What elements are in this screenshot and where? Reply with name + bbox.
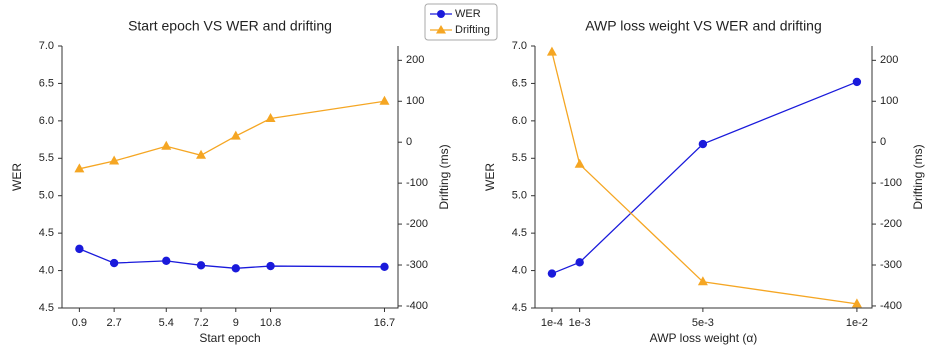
y-tick-label: 5.0: [39, 190, 54, 202]
y2-tick-label: -300: [880, 259, 902, 271]
y-tick-label: 7.0: [512, 40, 527, 52]
x-tick-label: 5e-3: [692, 317, 714, 329]
drift-marker: [196, 149, 207, 159]
drift-marker: [230, 130, 241, 140]
legend: WER Drifting: [424, 3, 498, 41]
x-tick-label: 5.4: [159, 317, 174, 329]
y-tick-label: 4.5: [39, 227, 54, 239]
x-tick-label: 10.8: [260, 317, 281, 329]
chart-title: Start epoch VS WER and drifting: [128, 18, 332, 34]
y-axis-label: WER: [483, 163, 497, 191]
y-axis-label: WER: [10, 163, 24, 191]
y2-tick-label: -100: [880, 177, 902, 189]
series-line: [79, 248, 385, 269]
y2-tick-label: 0: [880, 136, 886, 148]
axis-frame: [61, 46, 399, 309]
series-line: [551, 51, 857, 305]
y-tick-label: 4.0: [512, 264, 527, 276]
legend-marker: [437, 10, 445, 18]
y2-tick-label: -400: [406, 300, 428, 312]
drift-marker: [697, 276, 708, 286]
y-tick-label: 6.0: [39, 115, 54, 127]
drift-marker: [265, 112, 276, 122]
y2-tick-label: -100: [406, 177, 428, 189]
x-axis-label: Start epoch: [199, 331, 260, 345]
y2-tick-label: -200: [406, 218, 428, 230]
wer-marker: [196, 261, 206, 270]
y2-axis-label: Drifting (ms): [437, 144, 451, 209]
x-tick-label: 1e-4: [541, 317, 563, 329]
y-tick-label: 6.5: [39, 77, 54, 89]
y2-tick-label: -200: [880, 218, 902, 230]
wer-marker: [266, 261, 275, 271]
y2-tick-label: 200: [880, 54, 898, 66]
x-tick-label: 7.2: [193, 317, 208, 329]
wer-marker: [380, 262, 389, 272]
wer-marker: [547, 269, 557, 278]
y2-tick-label: 100: [406, 95, 424, 107]
wer-marker: [109, 258, 119, 268]
y-tick-label: 6.5: [512, 77, 527, 89]
legend-label: WER: [455, 8, 481, 20]
legend-marker: [436, 25, 446, 34]
x-tick-label: 9: [233, 317, 239, 329]
y2-tick-label: -300: [406, 259, 428, 271]
y-tick-label: 5.0: [512, 190, 527, 202]
x-tick-label: 0.9: [72, 317, 87, 329]
drift-marker: [161, 140, 172, 150]
axis-frame: [534, 46, 873, 309]
x-tick-label: 2.7: [106, 317, 121, 329]
drift-marker: [379, 95, 390, 105]
wer-marker: [231, 264, 240, 273]
y-tick-label: 4.5: [512, 302, 527, 314]
y-tick-label: 4.5: [512, 227, 527, 239]
drift-marker: [851, 298, 862, 308]
legend-label: Drifting: [455, 24, 490, 36]
drift-marker: [574, 158, 585, 168]
x-tick-label: 16.7: [374, 317, 395, 329]
wer-marker: [852, 77, 862, 87]
y-tick-label: 5.5: [512, 152, 527, 164]
y2-tick-label: -400: [880, 300, 902, 312]
y2-axis-label: Drifting (ms): [911, 144, 925, 209]
drift-marker: [109, 155, 120, 165]
series-line: [79, 100, 385, 170]
wer-marker: [698, 139, 708, 149]
wer-marker: [162, 256, 171, 266]
y2-tick-label: 100: [880, 95, 898, 107]
y-tick-label: 4.5: [39, 302, 54, 314]
y-tick-label: 7.0: [39, 40, 54, 52]
wer-marker: [75, 244, 84, 254]
drift-marker: [546, 46, 557, 56]
series-line: [551, 81, 858, 275]
x-tick-label: 1e-2: [846, 317, 868, 329]
y2-tick-label: 200: [406, 54, 424, 66]
x-tick-label: 1e-3: [569, 317, 591, 329]
y2-tick-label: 0: [406, 136, 412, 148]
y-tick-label: 5.5: [39, 152, 54, 164]
wer-marker: [575, 258, 584, 267]
x-axis-label: AWP loss weight (α): [650, 331, 758, 345]
chart-title: AWP loss weight VS WER and drifting: [585, 18, 822, 34]
y-tick-label: 4.0: [39, 264, 54, 276]
drift-marker: [74, 163, 85, 173]
y-tick-label: 6.0: [512, 115, 527, 127]
